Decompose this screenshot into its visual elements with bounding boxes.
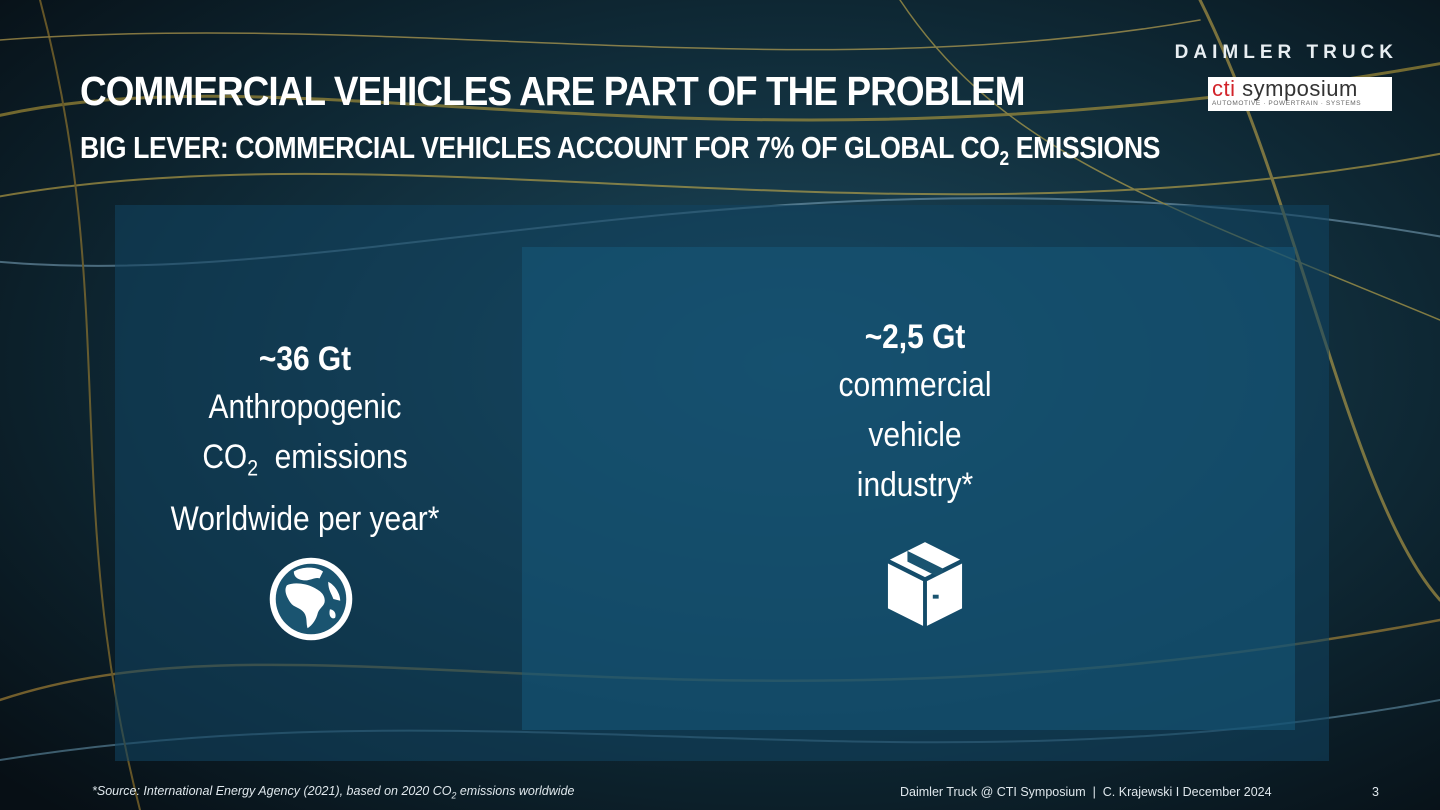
global-emissions-line3: Worldwide per year* (170, 499, 440, 538)
global-emissions-line1: Anthropogenic (208, 388, 402, 426)
brand-logo: DAIMLER TRUCK (1174, 42, 1398, 63)
cti-symposium-logo: cti symposium AUTOMOTIVE · POWERTRAIN · … (1208, 77, 1392, 111)
cti-logo-main: cti symposium (1212, 78, 1388, 100)
footnote-text: *Source: International Energy Agency (20… (92, 784, 452, 798)
co2-text: CO (202, 438, 248, 476)
cti-logo-tagline: AUTOMOTIVE · POWERTRAIN · SYSTEMS (1212, 100, 1362, 107)
footnote-text-end: emissions worldwide (456, 784, 575, 798)
global-emissions-line2: CO2 emissions (169, 432, 442, 494)
commercial-vehicle-amount: ~2,5 Gt (864, 318, 966, 356)
package-icon (887, 542, 963, 626)
cti-logo-accent: cti (1212, 76, 1236, 101)
subtitle-text: BIG LEVER: COMMERCIAL VEHICLES ACCOUNT F… (80, 130, 1000, 165)
slide-title: COMMERCIAL VEHICLES ARE PART OF THE PROB… (80, 68, 1026, 114)
globe-icon (269, 557, 353, 641)
emissions-text: emissions (258, 438, 408, 476)
commercial-vehicle-block: ~2,5 Gt commercial vehicle industry* (770, 314, 1060, 510)
subtitle-subscript: 2 (999, 148, 1010, 171)
commercial-vehicle-line2: vehicle (868, 416, 962, 454)
slide-footer: Daimler Truck @ CTI Symposium | C. Kraje… (900, 785, 1272, 799)
co2-subscript: 2 (247, 455, 259, 481)
source-footnote: *Source: International Energy Agency (20… (92, 784, 574, 801)
cti-logo-word: symposium (1242, 76, 1358, 101)
page-number: 3 (1372, 785, 1379, 799)
commercial-vehicle-line3: industry* (856, 466, 974, 504)
commercial-vehicle-panel (522, 247, 1295, 730)
footnote-subscript: 2 (451, 790, 457, 801)
global-emissions-amount: ~36 Gt (258, 340, 352, 378)
global-emissions-block: ~36 Gt Anthropogenic CO2 emissions World… (150, 336, 460, 544)
slide-subtitle: BIG LEVER: COMMERCIAL VEHICLES ACCOUNT F… (80, 130, 1160, 171)
subtitle-text-end: EMISSIONS (1008, 130, 1161, 165)
commercial-vehicle-line1: commercial (838, 366, 992, 404)
